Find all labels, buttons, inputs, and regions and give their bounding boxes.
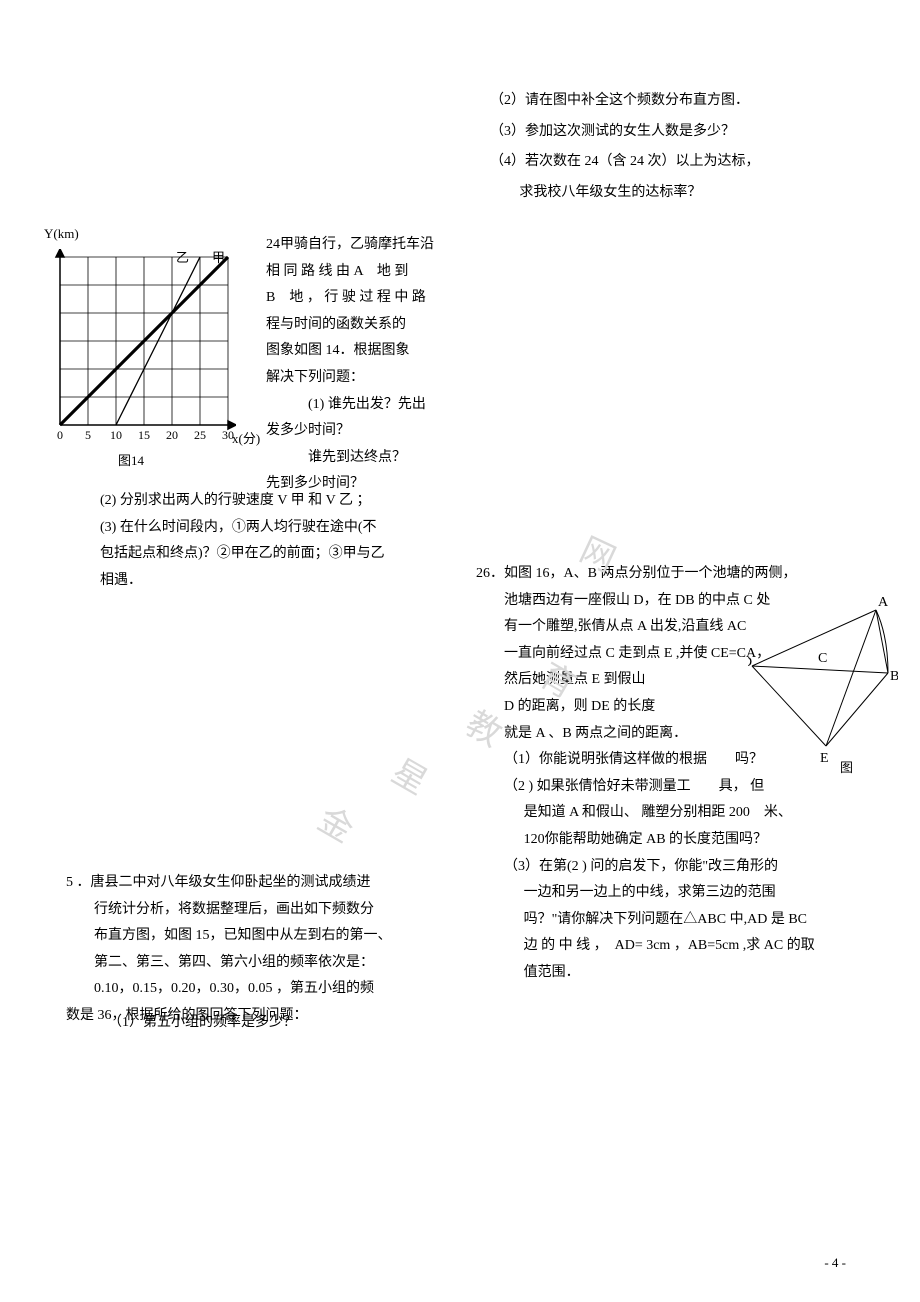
figure-16-caption: 图 bbox=[840, 756, 853, 781]
q26-p3e: 值范围． bbox=[524, 960, 872, 987]
q24-p1a: (1) 谁先出发？先出 bbox=[266, 392, 460, 419]
figure-14: Y(km) bbox=[40, 222, 236, 473]
q25-l5: 0.10，0.15，0.20，0.30，0.05 ，第五小组的频 bbox=[94, 976, 460, 1003]
label-D: D bbox=[748, 655, 752, 670]
q26-p2a: （2 ) 如果张倩恰好未带测量工 具， 但 bbox=[504, 774, 872, 801]
q24-intro-1: 24甲骑自行，乙骑摩托车沿 bbox=[266, 232, 460, 259]
q25-l3: 布直方图，如图 15，已知图中从左到右的第一、 bbox=[94, 923, 460, 950]
q24-intro-3: B 地 ， 行 驶 过 程 中 路 bbox=[266, 285, 460, 312]
label-E: E bbox=[820, 751, 829, 766]
q24-p1b: 发多少时间？ bbox=[266, 418, 460, 445]
q25-right-parts: （2）请在图中补全这个频数分布直方图． （3）参加这次测试的女生人数是多少？ （… bbox=[490, 88, 872, 210]
chart-svg: 0 5 10 15 20 25 30 bbox=[40, 249, 236, 447]
label-B: B bbox=[890, 669, 898, 684]
q24-intro-5: 图象如图 14．根据图象 bbox=[266, 338, 460, 365]
q26-p3d: 边 的 中 线 ， AD= 3cm ，AB=5cm ,求 AC 的取 bbox=[524, 933, 872, 960]
q25-p3: （3）参加这次测试的女生人数是多少？ bbox=[490, 119, 872, 146]
q24-p1c: 谁先到达终点？ bbox=[266, 445, 460, 472]
page-number: - 4 - bbox=[824, 1251, 846, 1276]
q24-intro-6: 解决下列问题： bbox=[266, 365, 460, 392]
label-C: C bbox=[818, 651, 827, 666]
line-chart: 0 5 10 15 20 25 30 乙 甲 x(分) bbox=[40, 249, 236, 445]
svg-text:20: 20 bbox=[166, 428, 178, 442]
q25-p2: （2）请在图中补全这个频数分布直方图． bbox=[490, 88, 872, 115]
svg-text:5: 5 bbox=[85, 428, 91, 442]
q24-intro-2: 相 同 路 线 由 A 地 到 bbox=[266, 259, 460, 286]
q24-intro-4: 程与时间的函数关系的 bbox=[266, 312, 460, 339]
svg-text:25: 25 bbox=[194, 428, 206, 442]
watermark-2: 星 bbox=[378, 742, 440, 815]
q24-p2: (2) 分别求出两人的行驶速度 V 甲 和 V 乙 ； bbox=[100, 488, 460, 515]
label-jia: 甲 bbox=[212, 246, 225, 271]
q25-p1: （1）第五小组的频率是多少？ bbox=[108, 1010, 460, 1037]
svg-text:15: 15 bbox=[138, 428, 150, 442]
q25-p4b: 求我校八年级女生的达标率？ bbox=[519, 180, 872, 207]
q26-p2c: 120你能帮助她确定 AB 的长度范围吗？ bbox=[524, 827, 872, 854]
q24-p3b: 包括起点和终点)？②甲在乙的前面；③甲与乙 bbox=[100, 541, 460, 568]
figure-16: A B C D E 图 bbox=[748, 576, 898, 756]
svg-text:10: 10 bbox=[110, 428, 122, 442]
figure-16-svg: A B C D E bbox=[748, 576, 898, 766]
q26-p3b: 一边和另一边上的中线，求第三边的范围 bbox=[524, 880, 872, 907]
svg-text:0: 0 bbox=[57, 428, 63, 442]
q24-p3a: (3) 在什么时间段内，①两人均行驶在途中(不 bbox=[100, 515, 460, 542]
q26-l6: D 的距离，则 DE 的长度 bbox=[504, 694, 734, 721]
q24-subparts: (2) 分别求出两人的行驶速度 V 甲 和 V 乙 ； (3) 在什么时间段内，… bbox=[100, 488, 460, 594]
q25-l2: 行统计分析，将数据整理后，画出如下频数分 bbox=[94, 897, 460, 924]
q25-p4: （4）若次数在 24（含 24 次）以上为达标， bbox=[490, 149, 872, 176]
x-axis-label: x(分) bbox=[232, 427, 260, 452]
q26-l7: 就是 A 、B 两点之间的距离． bbox=[504, 721, 764, 748]
q26-l5: 然后她测量点 E 到假山 bbox=[504, 667, 734, 694]
q26-p2b: 是知道 A 和假山、 雕塑分别相距 200 米、 bbox=[524, 800, 872, 827]
q24-p3c: 相遇． bbox=[100, 568, 460, 595]
figure-14-caption: 图14 bbox=[118, 449, 236, 474]
label-yi: 乙 bbox=[176, 246, 189, 271]
q26-l2: 池塘西边有一座假山 D，在 DB 的中点 C 处 bbox=[504, 588, 784, 615]
watermark-1: 金 bbox=[304, 790, 366, 863]
q26-l4: 一直向前经过点 C 走到点 E ,并使 CE=CA， bbox=[504, 641, 784, 668]
y-axis-label: Y(km) bbox=[44, 222, 236, 247]
q25: 5 ．唐县二中对八年级女生仰卧起坐的测试成绩进 行统计分析，将数据整理后，画出如… bbox=[66, 870, 460, 1030]
q25-l4: 第二、第三、第四、第六小组的频率依次是： bbox=[94, 950, 460, 977]
q25-l1: 5 ．唐县二中对八年级女生仰卧起坐的测试成绩进 bbox=[66, 870, 460, 897]
label-A: A bbox=[878, 595, 889, 610]
q26-p3a: （3）在第(2 ) 问的启发下，你能"改三角形的 bbox=[504, 854, 872, 881]
q24-intro: 24甲骑自行，乙骑摩托车沿 相 同 路 线 由 A 地 到 B 地 ， 行 驶 … bbox=[266, 232, 460, 498]
q25-p1-block: （1）第五小组的频率是多少？ bbox=[108, 1010, 460, 1037]
q26-p3c: 吗？"请你解决下列问题在△ABC 中,AD 是 BC bbox=[524, 907, 872, 934]
q26-l3: 有一个雕塑,张倩从点 A 出发,沿直线 AC bbox=[504, 614, 784, 641]
